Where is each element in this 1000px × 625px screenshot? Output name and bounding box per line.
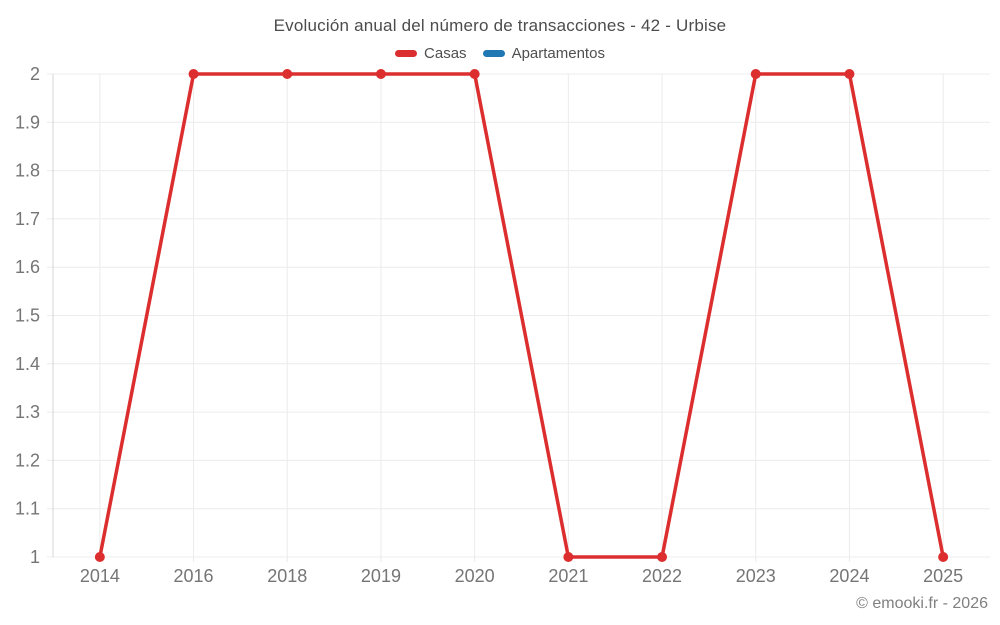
y-axis-tick-label: 1.1 bbox=[15, 499, 40, 519]
x-axis-tick-label: 2018 bbox=[267, 566, 307, 586]
data-point-casas[interactable] bbox=[563, 552, 574, 562]
x-axis-tick-label: 2025 bbox=[923, 566, 963, 586]
y-axis-tick-label: 1.3 bbox=[15, 402, 40, 422]
legend-item-casas[interactable]: Casas bbox=[395, 45, 467, 62]
legend-item-apartamentos[interactable]: Apartamentos bbox=[482, 45, 605, 62]
x-axis-tick-label: 2016 bbox=[174, 566, 214, 586]
y-axis-tick-label: 1.4 bbox=[15, 354, 40, 374]
x-axis-tick-label: 2014 bbox=[80, 566, 120, 586]
x-axis-tick-label: 2021 bbox=[548, 566, 588, 586]
x-axis-tick-label: 2024 bbox=[829, 566, 869, 586]
y-axis-tick-label: 1 bbox=[30, 547, 40, 567]
y-axis-tick-label: 1.7 bbox=[15, 209, 40, 229]
data-point-casas[interactable] bbox=[750, 69, 761, 79]
chart-legend: Casas Apartamentos bbox=[0, 45, 1000, 62]
y-axis-tick-label: 1.8 bbox=[15, 161, 40, 181]
data-point-casas[interactable] bbox=[94, 552, 105, 562]
x-axis-tick-label: 2022 bbox=[642, 566, 682, 586]
data-point-casas[interactable] bbox=[188, 69, 199, 79]
x-axis-tick-label: 2020 bbox=[455, 566, 495, 586]
y-axis-tick-label: 1.2 bbox=[15, 450, 40, 470]
x-axis-tick-label: 2019 bbox=[361, 566, 401, 586]
legend-label-apartamentos: Apartamentos bbox=[511, 45, 605, 62]
y-axis-tick-label: 1.5 bbox=[15, 306, 40, 326]
y-axis-tick-label: 1.9 bbox=[15, 112, 40, 132]
legend-label-casas: Casas bbox=[424, 45, 467, 62]
data-point-casas[interactable] bbox=[938, 552, 949, 562]
y-axis-tick-label: 2 bbox=[30, 64, 40, 84]
x-axis-tick-label: 2023 bbox=[736, 566, 776, 586]
data-point-casas[interactable] bbox=[844, 69, 855, 79]
copyright-text: © emooki.fr - 2026 bbox=[856, 595, 988, 612]
legend-swatch-apartamentos bbox=[482, 50, 505, 57]
data-point-casas[interactable] bbox=[375, 69, 386, 79]
data-point-casas[interactable] bbox=[282, 69, 293, 79]
series-line-casas bbox=[98, 72, 945, 559]
chart-title: Evolución anual del número de transaccio… bbox=[273, 16, 727, 35]
y-axis-tick-label: 1.6 bbox=[15, 257, 40, 277]
legend-swatch-casas bbox=[395, 50, 418, 57]
data-point-casas[interactable] bbox=[469, 69, 480, 79]
data-point-casas[interactable] bbox=[657, 552, 668, 562]
